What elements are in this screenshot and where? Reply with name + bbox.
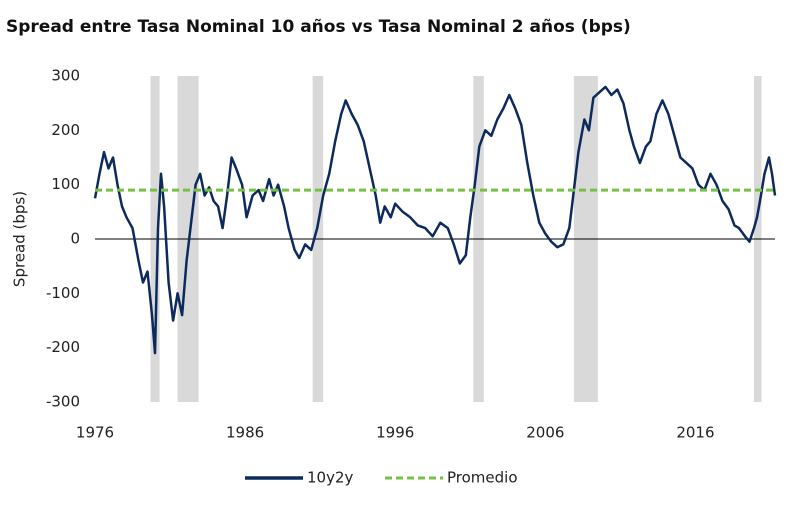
x-tick-label: 1996 bbox=[376, 424, 414, 442]
y-tick-label: 0 bbox=[70, 230, 80, 248]
legend-label: 10y2y bbox=[307, 469, 354, 487]
y-tick-label: -300 bbox=[46, 393, 80, 411]
x-tick-label: 1976 bbox=[76, 424, 114, 442]
y-tick-label: 200 bbox=[51, 121, 80, 139]
x-tick-label: 2016 bbox=[676, 424, 714, 442]
y-tick-label: -100 bbox=[46, 284, 80, 302]
y-axis-label: Spread (bps) bbox=[11, 191, 29, 287]
chart-title: Spread entre Tasa Nominal 10 años vs Tas… bbox=[6, 17, 631, 37]
y-tick-label: 300 bbox=[51, 67, 80, 85]
x-tick-label: 1986 bbox=[226, 424, 264, 442]
x-tick-label: 2006 bbox=[526, 424, 564, 442]
series-line bbox=[93, 85, 777, 355]
y-tick-label: 100 bbox=[51, 175, 80, 193]
y-tick-label: -200 bbox=[46, 338, 80, 356]
legend-label: Promedio bbox=[447, 469, 518, 487]
